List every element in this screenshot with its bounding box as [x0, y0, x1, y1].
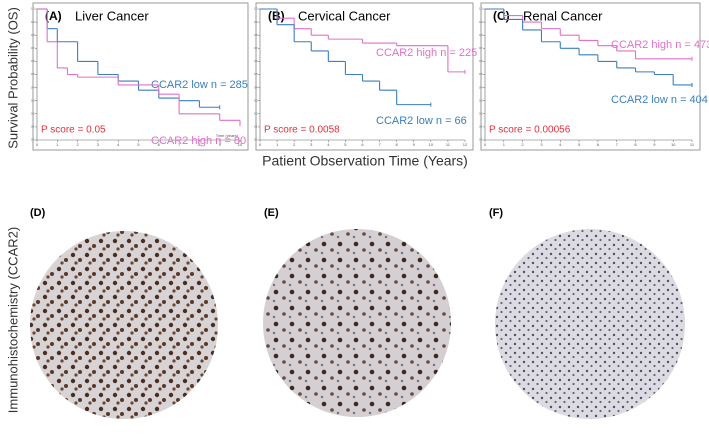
y-tick-label: 1.0 [31, 8, 35, 11]
y-tick-label: 0.8 [254, 34, 258, 37]
annotation: P score = 0.0058 [264, 125, 340, 136]
x-tick-label: 0 [36, 142, 39, 147]
y-tick-label: 0.8 [31, 34, 35, 37]
y-tick-label: 0.7 [31, 47, 35, 50]
y-axis-label: Survival Probability (OS) [5, 7, 20, 149]
y-tick-label: 0.6 [254, 60, 258, 63]
x-tick-label: 0 [484, 142, 487, 147]
x-tick-label: 5 [344, 142, 347, 147]
x-tick-label: 8 [396, 142, 399, 147]
x-tick-label: 7 [378, 142, 381, 147]
x-tick-label: 0 [259, 142, 262, 147]
x-tick-label: 5 [137, 142, 140, 147]
annotation: P score = 0.05 [41, 125, 106, 136]
y-tick-label: 0.2 [479, 112, 483, 115]
chart-title: Cervical Cancer [298, 8, 391, 23]
x-tick-label: 11 [446, 142, 451, 147]
ihc-image [263, 229, 451, 417]
y-tick-label: 0.6 [479, 60, 483, 63]
y-tick-label: 0.0 [479, 139, 483, 142]
x-tick-label: 10 [671, 142, 676, 147]
x-tick-label: 7 [616, 142, 619, 147]
panel-label: (B) [268, 9, 285, 23]
x-tick-label: 4 [559, 142, 562, 147]
x-tick-label: 5 [578, 142, 581, 147]
y-tick-label: 0.9 [479, 21, 483, 24]
x-tick-label: 1 [503, 142, 506, 147]
x-tick-label: 9 [413, 142, 416, 147]
panel-label: (A) [45, 9, 62, 23]
y-tick-label: 0.9 [254, 21, 258, 24]
x-tick-label: 12 [463, 142, 468, 147]
x-tick-label: 3 [310, 142, 313, 147]
y-tick-label: 0.3 [31, 99, 35, 102]
x-tick-label: 2 [522, 142, 525, 147]
x-tick-label: 6 [361, 142, 364, 147]
y-tick-label: 0.4 [31, 86, 35, 89]
x-tick-label: 4 [327, 142, 330, 147]
x-tick-label: 2 [76, 142, 79, 147]
y-tick-label: 0.3 [254, 99, 258, 102]
y-tick-label: 0.1 [479, 126, 483, 129]
chart-title: Renal Cancer [523, 8, 603, 23]
x-tick-label: 4 [117, 142, 120, 147]
y-tick-label: 0.1 [31, 126, 35, 129]
x-tick-label: 9 [219, 142, 222, 147]
panel-label: (E) [264, 207, 279, 219]
x-tick-label: 3 [540, 142, 543, 147]
ihc-image [30, 231, 218, 419]
panel-label: (D) [30, 207, 46, 219]
panel-label: (C) [493, 9, 510, 23]
panel-label: (F) [489, 207, 503, 219]
y-tick-label: 0.2 [31, 112, 35, 115]
annotation: P score = 0.00056 [489, 125, 571, 136]
chart-title: Liver Cancer [75, 8, 149, 23]
y-tick-label: 0.4 [479, 86, 483, 89]
legend-label: CCAR2 low n = 404 [611, 94, 708, 106]
y-tick-label: 0.5 [479, 73, 483, 76]
chart-frame [480, 2, 701, 151]
y-tick-label: 0.1 [254, 126, 258, 129]
y-tick-label: 0.6 [31, 60, 35, 63]
x-axis-label: Patient Observation Time (Years) [262, 153, 468, 169]
x-tick-label: 1 [56, 142, 59, 147]
legend-label: CCAR2 high n = 473 [611, 39, 709, 51]
chart-frame [32, 2, 249, 151]
y-tick-label: 0.4 [254, 86, 258, 89]
x-tick-label: 7 [178, 142, 181, 147]
x-tick-label: 2 [293, 142, 296, 147]
y-tick-label: 0.2 [254, 112, 258, 115]
y-tick-label: 0.9 [31, 21, 35, 24]
legend-label: CCAR2 high n = 225 [376, 47, 477, 59]
x-tick-label: 1 [276, 142, 279, 147]
ihc-label: Immunohistochemistry (CCAR2) [5, 227, 20, 413]
y-tick-label: 0.3 [479, 99, 483, 102]
y-tick-label: 0.7 [254, 47, 258, 50]
ihc-image [495, 229, 685, 419]
y-tick-label: 0.0 [254, 139, 258, 142]
legend-label: CCAR2 low n = 285 [151, 79, 248, 91]
y-tick-label: 1.0 [479, 8, 483, 11]
x-tick-label: 6 [158, 142, 161, 147]
x-tick-label: 6 [597, 142, 600, 147]
x-tick-label: 8 [634, 142, 637, 147]
y-tick-label: 1.0 [254, 8, 258, 11]
chart-frame [255, 2, 474, 151]
x-tick-label: 10 [238, 142, 243, 147]
y-tick-label: 0.7 [479, 47, 483, 50]
x-tick-label: 11 [690, 142, 695, 147]
y-tick-label: 0.5 [254, 73, 258, 76]
x-tick-label: 3 [97, 142, 100, 147]
y-tick-label: 0.5 [31, 73, 35, 76]
legend-label: CCAR2 high n = 80 [151, 135, 246, 147]
x-axis-title: Time (years) [216, 133, 239, 138]
y-tick-label: 0.8 [479, 34, 483, 37]
legend-label: CCAR2 low n = 66 [376, 115, 467, 127]
x-tick-label: 10 [429, 142, 434, 147]
x-tick-label: 9 [653, 142, 656, 147]
x-tick-label: 8 [198, 142, 201, 147]
y-tick-label: 0.0 [31, 139, 35, 142]
